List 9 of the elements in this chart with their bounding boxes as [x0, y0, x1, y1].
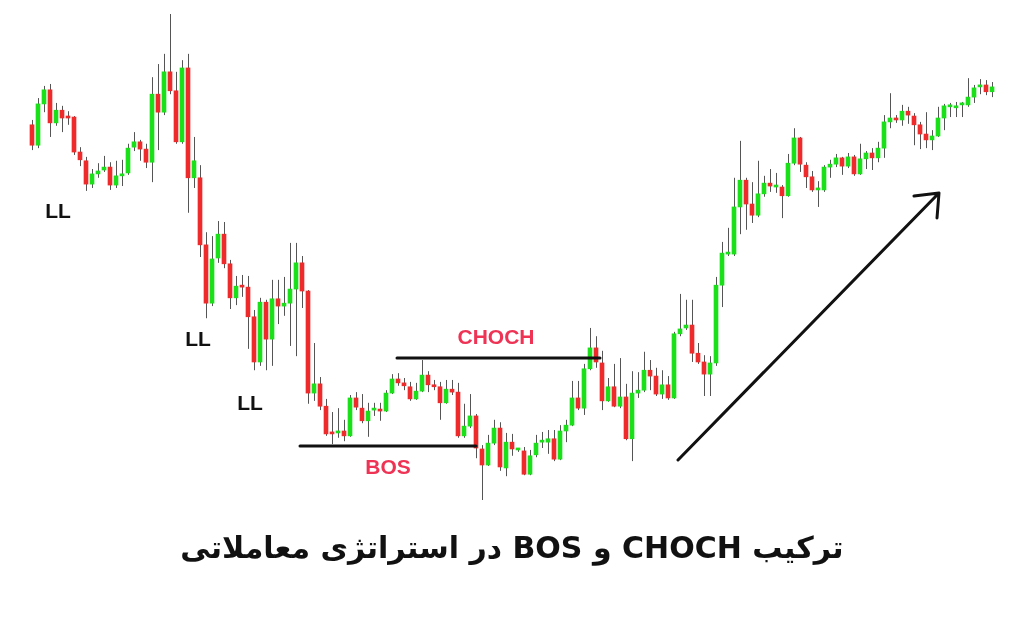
- candlestick: [551, 429, 557, 462]
- candlestick: [527, 449, 533, 476]
- annotation: LL: [237, 390, 263, 414]
- candlestick: [29, 119, 35, 151]
- annotation: LL: [45, 198, 71, 222]
- text: ترکیب CHOCH و BOS در استراتژی معاملاتی: [179, 530, 845, 565]
- ref-line-label: CHOCH: [457, 324, 535, 348]
- annotation: LL: [185, 326, 211, 350]
- ref-line-label: BOS: [365, 454, 411, 478]
